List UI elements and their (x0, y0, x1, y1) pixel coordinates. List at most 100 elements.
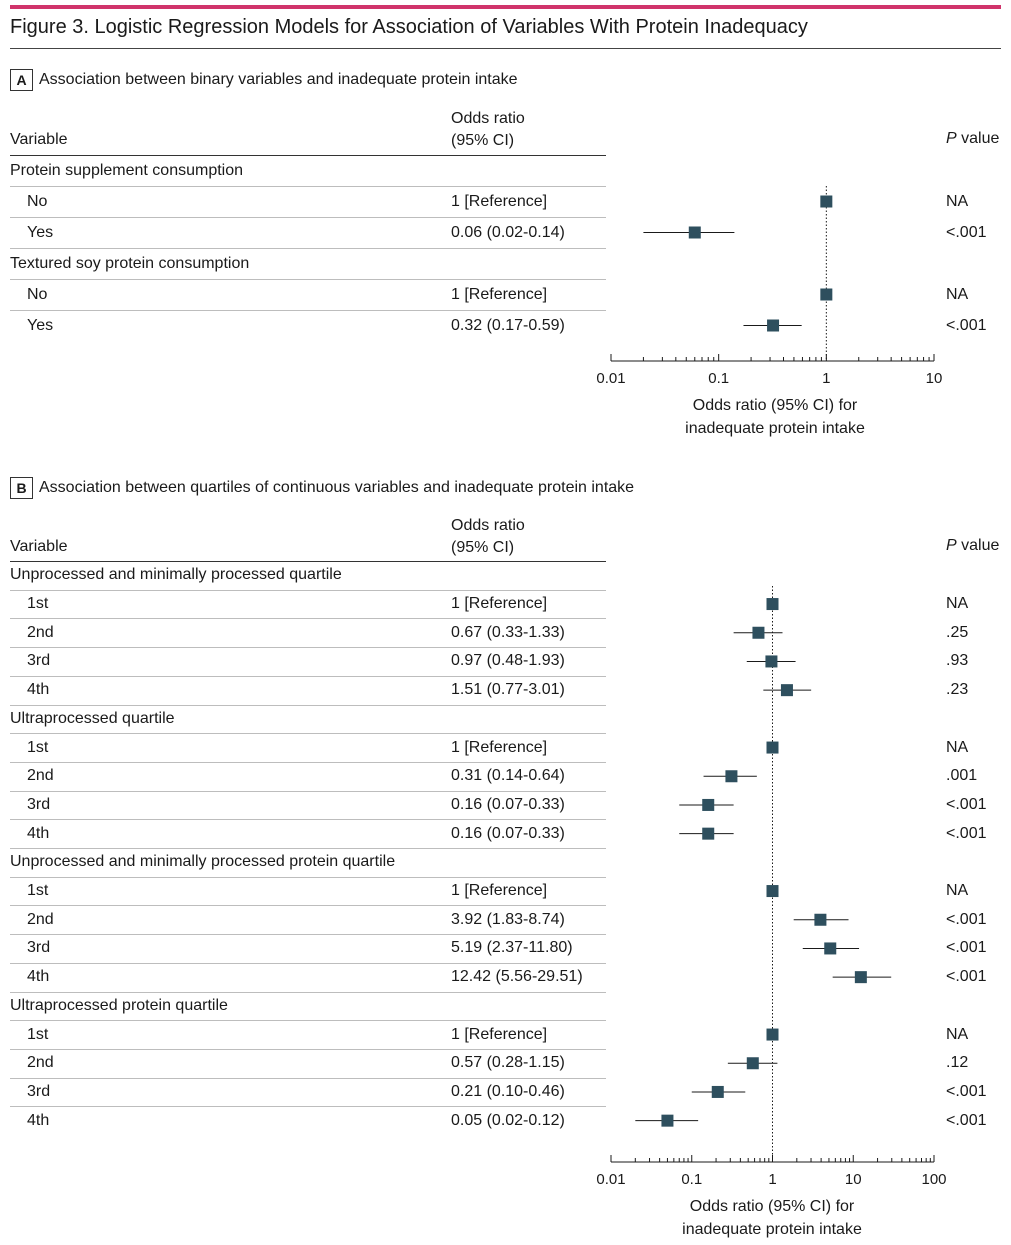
or-header-line1: Odds ratio (451, 110, 525, 127)
figure-top-accent-bar (10, 5, 1001, 9)
x-tick-label: 0.1 (681, 1171, 702, 1188)
p-value-text: <.001 (946, 968, 987, 986)
row-divider (10, 991, 606, 993)
odds-ratio-text: 1 [Reference] (451, 595, 548, 613)
x-tick-label: 1 (822, 370, 830, 387)
table-row: 3rd 5.19 (2.37-11.80) <.001 (0, 934, 1011, 963)
row-divider (10, 1048, 606, 1050)
row-label: 3rd (27, 1082, 51, 1100)
p-header-italic: P (946, 130, 957, 147)
row-label: 4th (27, 1111, 50, 1129)
row-divider (10, 733, 606, 735)
row-label: 1st (27, 1025, 49, 1043)
p-value-text: <.001 (946, 1111, 987, 1129)
row-label: No (27, 192, 48, 210)
odds-ratio-text: 1 [Reference] (451, 192, 548, 210)
odds-ratio-text: 0.16 (0.07-0.33) (451, 795, 565, 813)
odds-ratio-marker (814, 913, 827, 926)
odds-ratio-marker (661, 1114, 674, 1127)
table-row: 2nd 0.31 (0.14-0.64) .001 (0, 762, 1011, 791)
x-tick-label: 1 (768, 1171, 776, 1188)
panel-a-heading: A Association between binary variables an… (10, 69, 518, 91)
x-tick-label: 100 (921, 1171, 946, 1188)
odds-ratio-text: 1 [Reference] (451, 738, 548, 756)
group-row: Unprocessed and minimally processed quar… (0, 561, 1011, 590)
odds-ratio-text: 1.51 (0.77-3.01) (451, 681, 565, 699)
panel-a-axis-title: Odds ratio (95% CI) for inadequate prote… (625, 394, 925, 440)
row-label: 3rd (27, 939, 51, 957)
or-header-line1: Odds ratio (451, 517, 525, 534)
odds-ratio-text: 12.42 (5.56-29.51) (451, 968, 583, 986)
group-label: Unprocessed and minimally processed prot… (10, 853, 396, 871)
odds-ratio-marker (824, 942, 837, 955)
odds-ratio-marker (820, 288, 833, 301)
row-label: 1st (27, 882, 49, 900)
group-label: Ultraprocessed quartile (10, 709, 175, 727)
odds-ratio-marker (702, 827, 715, 840)
table-row: 1st 1 [Reference] NA (0, 877, 1011, 906)
odds-ratio-marker (766, 885, 779, 898)
odds-ratio-text: 0.31 (0.14-0.64) (451, 767, 565, 785)
row-label: No (27, 285, 48, 303)
p-value-text: NA (946, 738, 969, 756)
p-value-text: <.001 (946, 316, 987, 334)
p-value-text: <.001 (946, 910, 987, 928)
p-value-text: .25 (946, 623, 969, 641)
odds-ratio-marker (820, 195, 833, 208)
table-row: 3rd 0.97 (0.48-1.93) .93 (0, 647, 1011, 676)
table-row: 1st 1 [Reference] NA (0, 733, 1011, 762)
row-divider (10, 704, 606, 706)
odds-ratio-marker (746, 1057, 759, 1070)
or-header-line2: (95% CI) (451, 132, 515, 149)
row-label: 3rd (27, 795, 51, 813)
row-divider (10, 761, 606, 763)
p-value-text: .93 (946, 652, 969, 670)
odds-ratio-marker (766, 741, 779, 754)
panel-a-header-rule (10, 155, 606, 156)
p-header-rest: value (956, 537, 1000, 554)
p-value-text: <.001 (946, 824, 987, 842)
table-row: No 1 [Reference] NA (0, 186, 1011, 217)
panel-b-header-rule (10, 561, 606, 562)
table-row: Yes 0.32 (0.17-0.59) <.001 (0, 310, 1011, 341)
table-row: 4th 1.51 (0.77-3.01) .23 (0, 676, 1011, 705)
row-label: 1st (27, 738, 49, 756)
group-label: Protein supplement consumption (10, 161, 244, 179)
odds-ratio-text: 0.21 (0.10-0.46) (451, 1082, 565, 1100)
row-divider (10, 618, 606, 620)
figure-title-rule (10, 48, 1001, 49)
table-row: No 1 [Reference] NA (0, 279, 1011, 310)
panel-a-title: Association between binary variables and… (39, 71, 518, 88)
odds-ratio-text: 1 [Reference] (451, 1025, 548, 1043)
table-row: 2nd 3.92 (1.83-8.74) <.001 (0, 905, 1011, 934)
x-tick-label: 10 (926, 370, 943, 387)
panel-b-label: B (10, 477, 33, 499)
row-label: 4th (27, 681, 50, 699)
p-value-text: <.001 (946, 795, 987, 813)
table-row: 4th 12.42 (5.56-29.51) <.001 (0, 963, 1011, 992)
panel-a-or-header: Odds ratio (95% CI) (451, 108, 525, 152)
group-row: Unprocessed and minimally processed prot… (0, 848, 1011, 877)
p-value-text: NA (946, 192, 969, 210)
p-value-text: NA (946, 595, 969, 613)
odds-ratio-marker (766, 1028, 779, 1041)
x-tick-label: 0.1 (708, 370, 729, 387)
p-value-text: .001 (946, 767, 978, 785)
odds-ratio-marker (688, 226, 701, 239)
odds-ratio-text: 0.67 (0.33-1.33) (451, 623, 565, 641)
group-label: Ultraprocessed protein quartile (10, 996, 228, 1014)
panel-b-or-header: Odds ratio (95% CI) (451, 515, 525, 559)
odds-ratio-marker (725, 770, 738, 783)
odds-ratio-text: 1 [Reference] (451, 285, 548, 303)
p-value-text: NA (946, 285, 969, 303)
row-divider (10, 186, 606, 187)
row-divider (10, 589, 606, 591)
row-divider (10, 1106, 606, 1108)
row-divider (10, 790, 606, 792)
table-row: 2nd 0.67 (0.33-1.33) .25 (0, 618, 1011, 647)
row-label: Yes (27, 223, 54, 241)
panel-a-p-header: P value (946, 130, 999, 148)
table-row: 3rd 0.16 (0.07-0.33) <.001 (0, 791, 1011, 820)
row-label: 2nd (27, 910, 54, 928)
